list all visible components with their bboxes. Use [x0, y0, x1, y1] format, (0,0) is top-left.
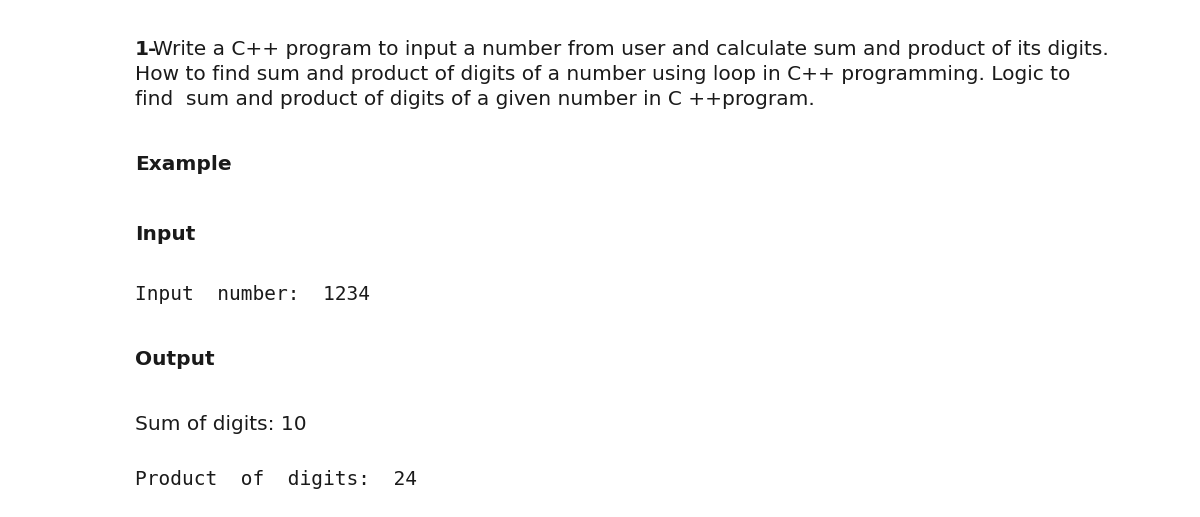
Text: Example: Example	[134, 155, 232, 174]
Text: 1-: 1-	[134, 40, 157, 59]
Text: Input  number:  1234: Input number: 1234	[134, 285, 370, 304]
Text: Sum of digits: 10: Sum of digits: 10	[134, 415, 307, 434]
Text: Output: Output	[134, 350, 215, 369]
Text: Product  of  digits:  24: Product of digits: 24	[134, 470, 418, 489]
Text: find  sum and product of digits of a given number in C ++program.: find sum and product of digits of a give…	[134, 90, 815, 109]
Text: Input: Input	[134, 225, 196, 244]
Text: How to find sum and product of digits of a number using loop in C++ programming.: How to find sum and product of digits of…	[134, 65, 1070, 84]
Text: Write a C++ program to input a number from user and calculate sum and product of: Write a C++ program to input a number fr…	[154, 40, 1109, 59]
